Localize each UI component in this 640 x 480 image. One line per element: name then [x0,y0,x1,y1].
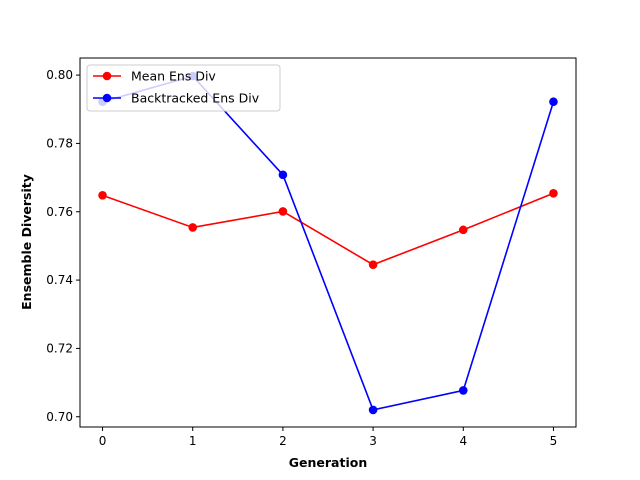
plot-frame [79,57,577,428]
legend-marker [102,93,112,103]
series-line [102,75,555,411]
data-point [549,97,558,107]
data-point [368,260,378,270]
y-tick-label: 0.76 [46,205,73,219]
data-point [458,386,468,395]
legend: Mean Ens Div Backtracked Ens Div [86,64,281,112]
y-axis-label: Ensemble Diversity [19,174,34,310]
legend-marker [102,71,112,81]
x-tick-label: 0 [99,434,107,448]
legend-box [86,64,281,112]
series-layer [98,71,558,415]
y-tick-label: 0.78 [46,136,73,150]
data-point [368,405,378,415]
x-axis-label: Generation [289,455,367,470]
series-line [102,192,554,266]
x-tick-label: 5 [550,434,558,448]
data-point [278,207,288,216]
legend-label: Backtracked Ens Div [131,91,260,106]
y-tick-label: 0.70 [46,410,73,424]
x-tick-label: 4 [459,434,467,448]
x-axis: 0 1 2 3 4 5 [99,427,558,448]
data-point [98,191,107,200]
x-tick-label: 2 [279,434,287,448]
y-tick-label: 0.74 [46,273,73,287]
data-point [278,170,288,180]
data-point [549,189,558,198]
data-point [458,225,468,235]
y-axis: 0.70 0.72 0.74 0.76 0.78 0.80 [46,68,80,424]
x-tick-label: 1 [189,434,197,448]
legend-label: Mean Ens Div [131,69,216,84]
y-tick-label: 0.72 [46,341,73,355]
x-tick-label: 3 [369,434,377,448]
data-point [188,223,198,232]
y-tick-label: 0.80 [46,68,73,82]
